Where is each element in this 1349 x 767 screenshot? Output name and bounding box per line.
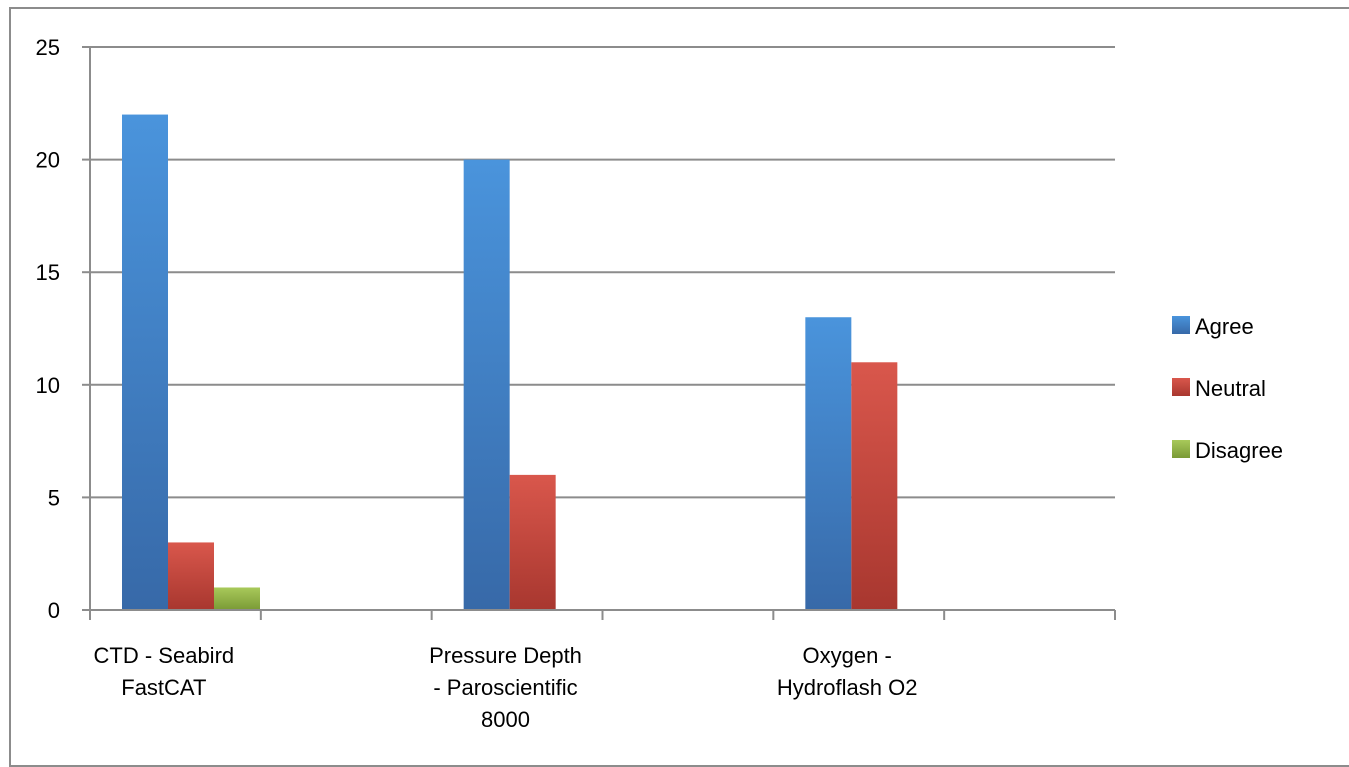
y-tick-label: 20 bbox=[36, 148, 60, 173]
y-tick-label: 25 bbox=[36, 35, 60, 60]
bar-agree bbox=[463, 159, 510, 610]
legend-label-disagree: Disagree bbox=[1195, 438, 1283, 463]
x-axis-labels: CTD - Seabird FastCAT Pressure Depth - Paro… bbox=[94, 643, 918, 732]
bar-agree bbox=[122, 114, 168, 610]
gridlines bbox=[90, 46, 1115, 499]
bar-neutral bbox=[509, 474, 556, 610]
legend-swatch-disagree bbox=[1172, 440, 1190, 458]
bar-disagree bbox=[214, 587, 260, 610]
y-tick-label: 5 bbox=[48, 485, 60, 510]
y-tick-label: 0 bbox=[48, 598, 60, 623]
x-category-label: CTD - Seabird FastCAT bbox=[94, 643, 235, 700]
x-category-label: Oxygen -Hydroflash O2 bbox=[777, 643, 918, 700]
y-tick-label: 15 bbox=[36, 260, 60, 285]
bar-neutral bbox=[168, 542, 214, 610]
legend-label-agree: Agree bbox=[1195, 314, 1254, 339]
bar-agree bbox=[805, 317, 852, 610]
x-category-label: Pressure Depth - Paroscientific 8000 bbox=[429, 643, 582, 732]
legend-swatch-agree bbox=[1172, 316, 1190, 334]
y-tick-label: 10 bbox=[36, 373, 60, 398]
y-axis-ticks: 0 5 10 15 20 25 bbox=[36, 35, 90, 623]
legend-label-neutral: Neutral bbox=[1195, 376, 1266, 401]
bars bbox=[122, 114, 898, 610]
bar-neutral bbox=[851, 362, 898, 610]
axes bbox=[89, 47, 1116, 620]
legend: Agree Neutral Disagree bbox=[1172, 314, 1283, 463]
legend-swatch-neutral bbox=[1172, 378, 1190, 396]
